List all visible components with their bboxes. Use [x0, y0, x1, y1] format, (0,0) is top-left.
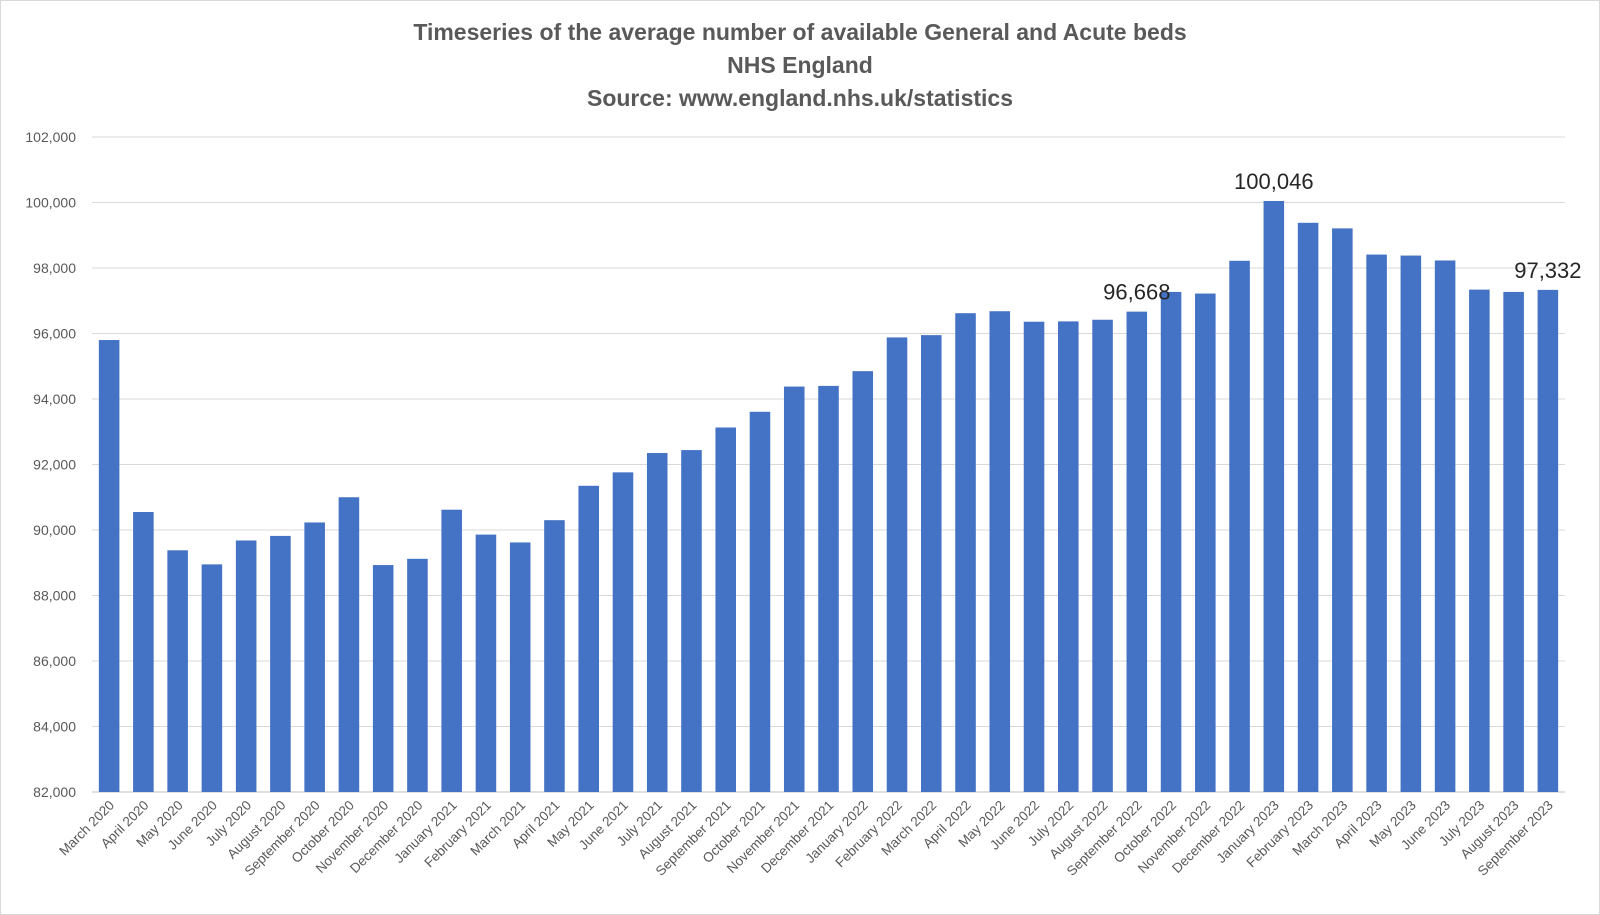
- bar: [304, 522, 325, 792]
- y-tick-label: 98,000: [33, 260, 76, 276]
- bar: [1366, 254, 1387, 792]
- bar: [1434, 260, 1456, 792]
- chart-titles: Timeseries of the average number of avai…: [0, 16, 1600, 115]
- bar: [886, 337, 908, 792]
- bar: [133, 511, 154, 792]
- y-tick-label: 88,000: [33, 588, 76, 604]
- bar: [270, 535, 291, 792]
- bar: [818, 385, 839, 792]
- bar: [1023, 321, 1045, 792]
- bar: [1092, 319, 1113, 792]
- bar: [715, 427, 737, 792]
- bar: [1332, 228, 1353, 792]
- y-tick-label: 82,000: [33, 784, 76, 800]
- bar: [98, 340, 120, 792]
- bar: [167, 550, 188, 792]
- bar: [475, 534, 497, 792]
- bar: [852, 371, 874, 792]
- bar: [201, 564, 223, 792]
- y-tick-label: 102,000: [25, 129, 76, 145]
- y-tick-label: 90,000: [33, 522, 76, 538]
- bar: [955, 313, 976, 792]
- bar: [1297, 222, 1319, 792]
- chart-source: Source: www.england.nhs.uk/statistics: [586, 85, 1014, 111]
- bar: [749, 411, 771, 792]
- bar: [338, 497, 360, 792]
- y-tick-label: 86,000: [33, 653, 76, 669]
- chart-subtitle: NHS England: [727, 52, 873, 78]
- bar: [1400, 255, 1422, 792]
- data-label: 97,332: [1514, 258, 1581, 283]
- data-label: 100,046: [1234, 169, 1314, 194]
- bar: [920, 335, 942, 792]
- bar: [1537, 289, 1559, 792]
- bar: [544, 520, 565, 792]
- bar: [1263, 200, 1285, 792]
- bar: [1229, 260, 1250, 792]
- chart-title: Timeseries of the average number of avai…: [413, 19, 1187, 45]
- y-tick-label: 100,000: [25, 195, 76, 211]
- bar: [783, 386, 805, 792]
- y-tick-label: 84,000: [33, 719, 76, 735]
- bar: [235, 540, 257, 792]
- bar: [372, 565, 394, 792]
- data-label: 96,668: [1103, 280, 1170, 305]
- bar: [646, 453, 668, 792]
- bar: [989, 311, 1011, 792]
- bar: [1160, 291, 1182, 792]
- bar: [1195, 293, 1216, 792]
- bar: [1469, 289, 1490, 792]
- bar: [681, 450, 702, 792]
- bar: [407, 558, 428, 792]
- bar: [612, 472, 634, 792]
- y-tick-label: 96,000: [33, 326, 76, 342]
- bar: [509, 542, 531, 792]
- bar: [441, 509, 462, 792]
- y-tick-label: 94,000: [33, 391, 76, 407]
- bar: [578, 485, 599, 792]
- bar: [1058, 321, 1079, 792]
- bar: [1126, 311, 1148, 792]
- bar: [1503, 291, 1524, 792]
- y-tick-label: 92,000: [33, 457, 76, 473]
